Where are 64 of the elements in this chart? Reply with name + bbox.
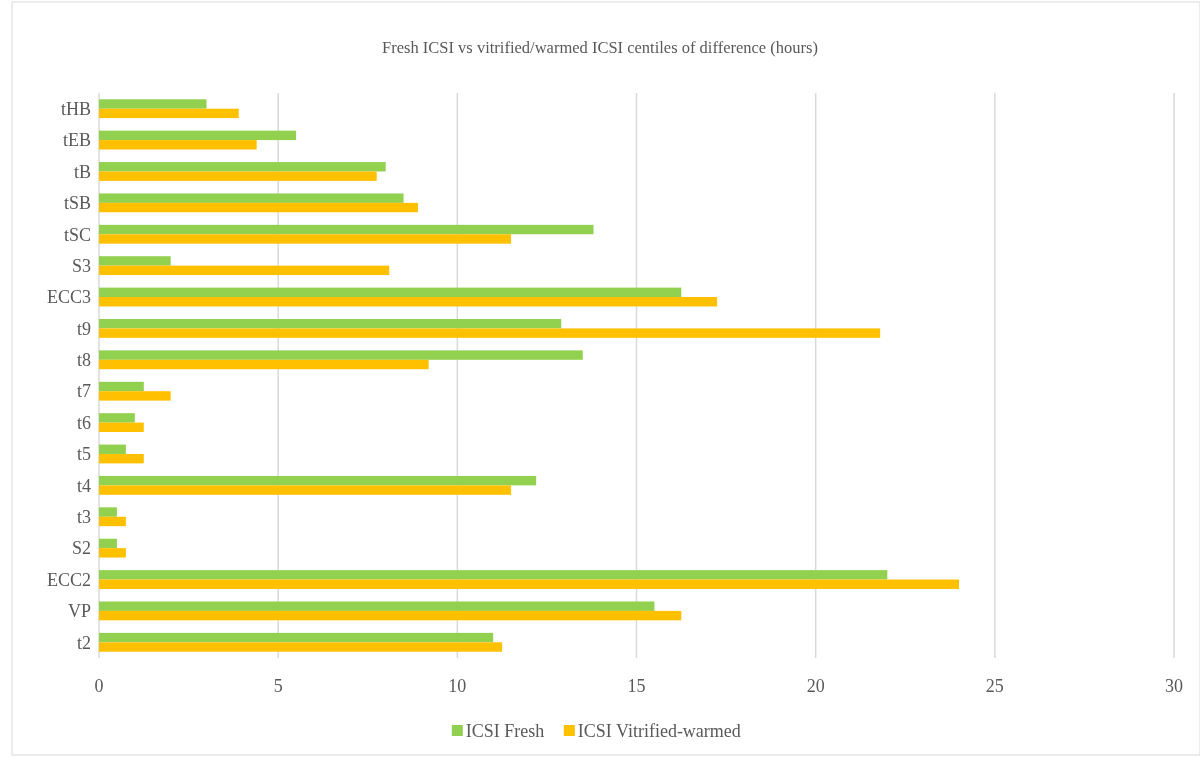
bar xyxy=(99,485,512,495)
y-tick-label: t9 xyxy=(76,318,91,339)
bar xyxy=(99,570,888,580)
bar xyxy=(99,579,959,589)
bar xyxy=(99,162,386,172)
bar xyxy=(99,422,144,432)
bar xyxy=(99,507,117,517)
y-tick-label: t5 xyxy=(76,444,91,465)
x-tick-label: 0 xyxy=(94,676,104,696)
legend-label: ICSI Vitrified-warmed xyxy=(577,721,741,741)
bar xyxy=(99,453,144,464)
y-tick-label: tEB xyxy=(62,130,91,151)
bar xyxy=(99,350,583,360)
x-tick-label: 25 xyxy=(985,676,1004,696)
chart-title: Fresh ICSI vs vitrified/warmed ICSI centiles of difference (hours) xyxy=(382,38,818,57)
bar xyxy=(99,224,594,235)
bar xyxy=(99,444,126,454)
bar xyxy=(99,516,126,527)
y-tick-label: S2 xyxy=(71,538,91,559)
y-tick-label: tSB xyxy=(63,193,91,214)
bar xyxy=(99,297,718,307)
x-tick-label: 30 xyxy=(1165,676,1183,696)
bar xyxy=(99,413,135,423)
y-tick-label: t7 xyxy=(76,381,91,402)
bar xyxy=(99,328,881,338)
y-tick-label: t4 xyxy=(76,475,91,496)
bar xyxy=(99,475,537,486)
bar xyxy=(99,193,404,203)
bar xyxy=(99,391,171,401)
bar xyxy=(99,381,144,392)
bar xyxy=(99,642,503,652)
y-tick-label: S3 xyxy=(71,255,91,276)
y-tick-label: t6 xyxy=(76,412,91,433)
x-tick-label: 5 xyxy=(273,676,283,696)
y-tick-label: ECC3 xyxy=(46,287,91,308)
bar xyxy=(99,265,390,276)
bar xyxy=(99,632,494,643)
y-tick-label: t8 xyxy=(76,350,91,371)
y-tick-label: t3 xyxy=(76,507,91,528)
bar xyxy=(99,538,117,549)
bar xyxy=(99,548,126,558)
y-tick-label: tSC xyxy=(63,224,91,245)
x-tick-label: 10 xyxy=(448,676,467,696)
y-tick-label: VP xyxy=(67,601,91,622)
bar xyxy=(99,140,257,150)
bar xyxy=(99,99,207,109)
bar xyxy=(99,130,297,141)
legend-label: ICSI Fresh xyxy=(465,721,545,741)
bar xyxy=(99,234,512,244)
y-tick-label: tHB xyxy=(60,98,91,119)
bar xyxy=(99,256,171,266)
bar xyxy=(99,359,429,370)
bar xyxy=(99,287,682,298)
bar xyxy=(99,108,239,119)
y-tick-label: ECC2 xyxy=(46,569,91,590)
x-tick-label: 20 xyxy=(806,676,825,696)
x-tick-label: 15 xyxy=(627,676,646,696)
y-tick-label: t2 xyxy=(76,632,91,653)
bar xyxy=(99,202,418,213)
bar xyxy=(99,610,682,621)
bar xyxy=(99,319,562,329)
bar xyxy=(99,601,655,611)
bar xyxy=(99,171,377,181)
y-tick-label: tB xyxy=(73,161,91,182)
